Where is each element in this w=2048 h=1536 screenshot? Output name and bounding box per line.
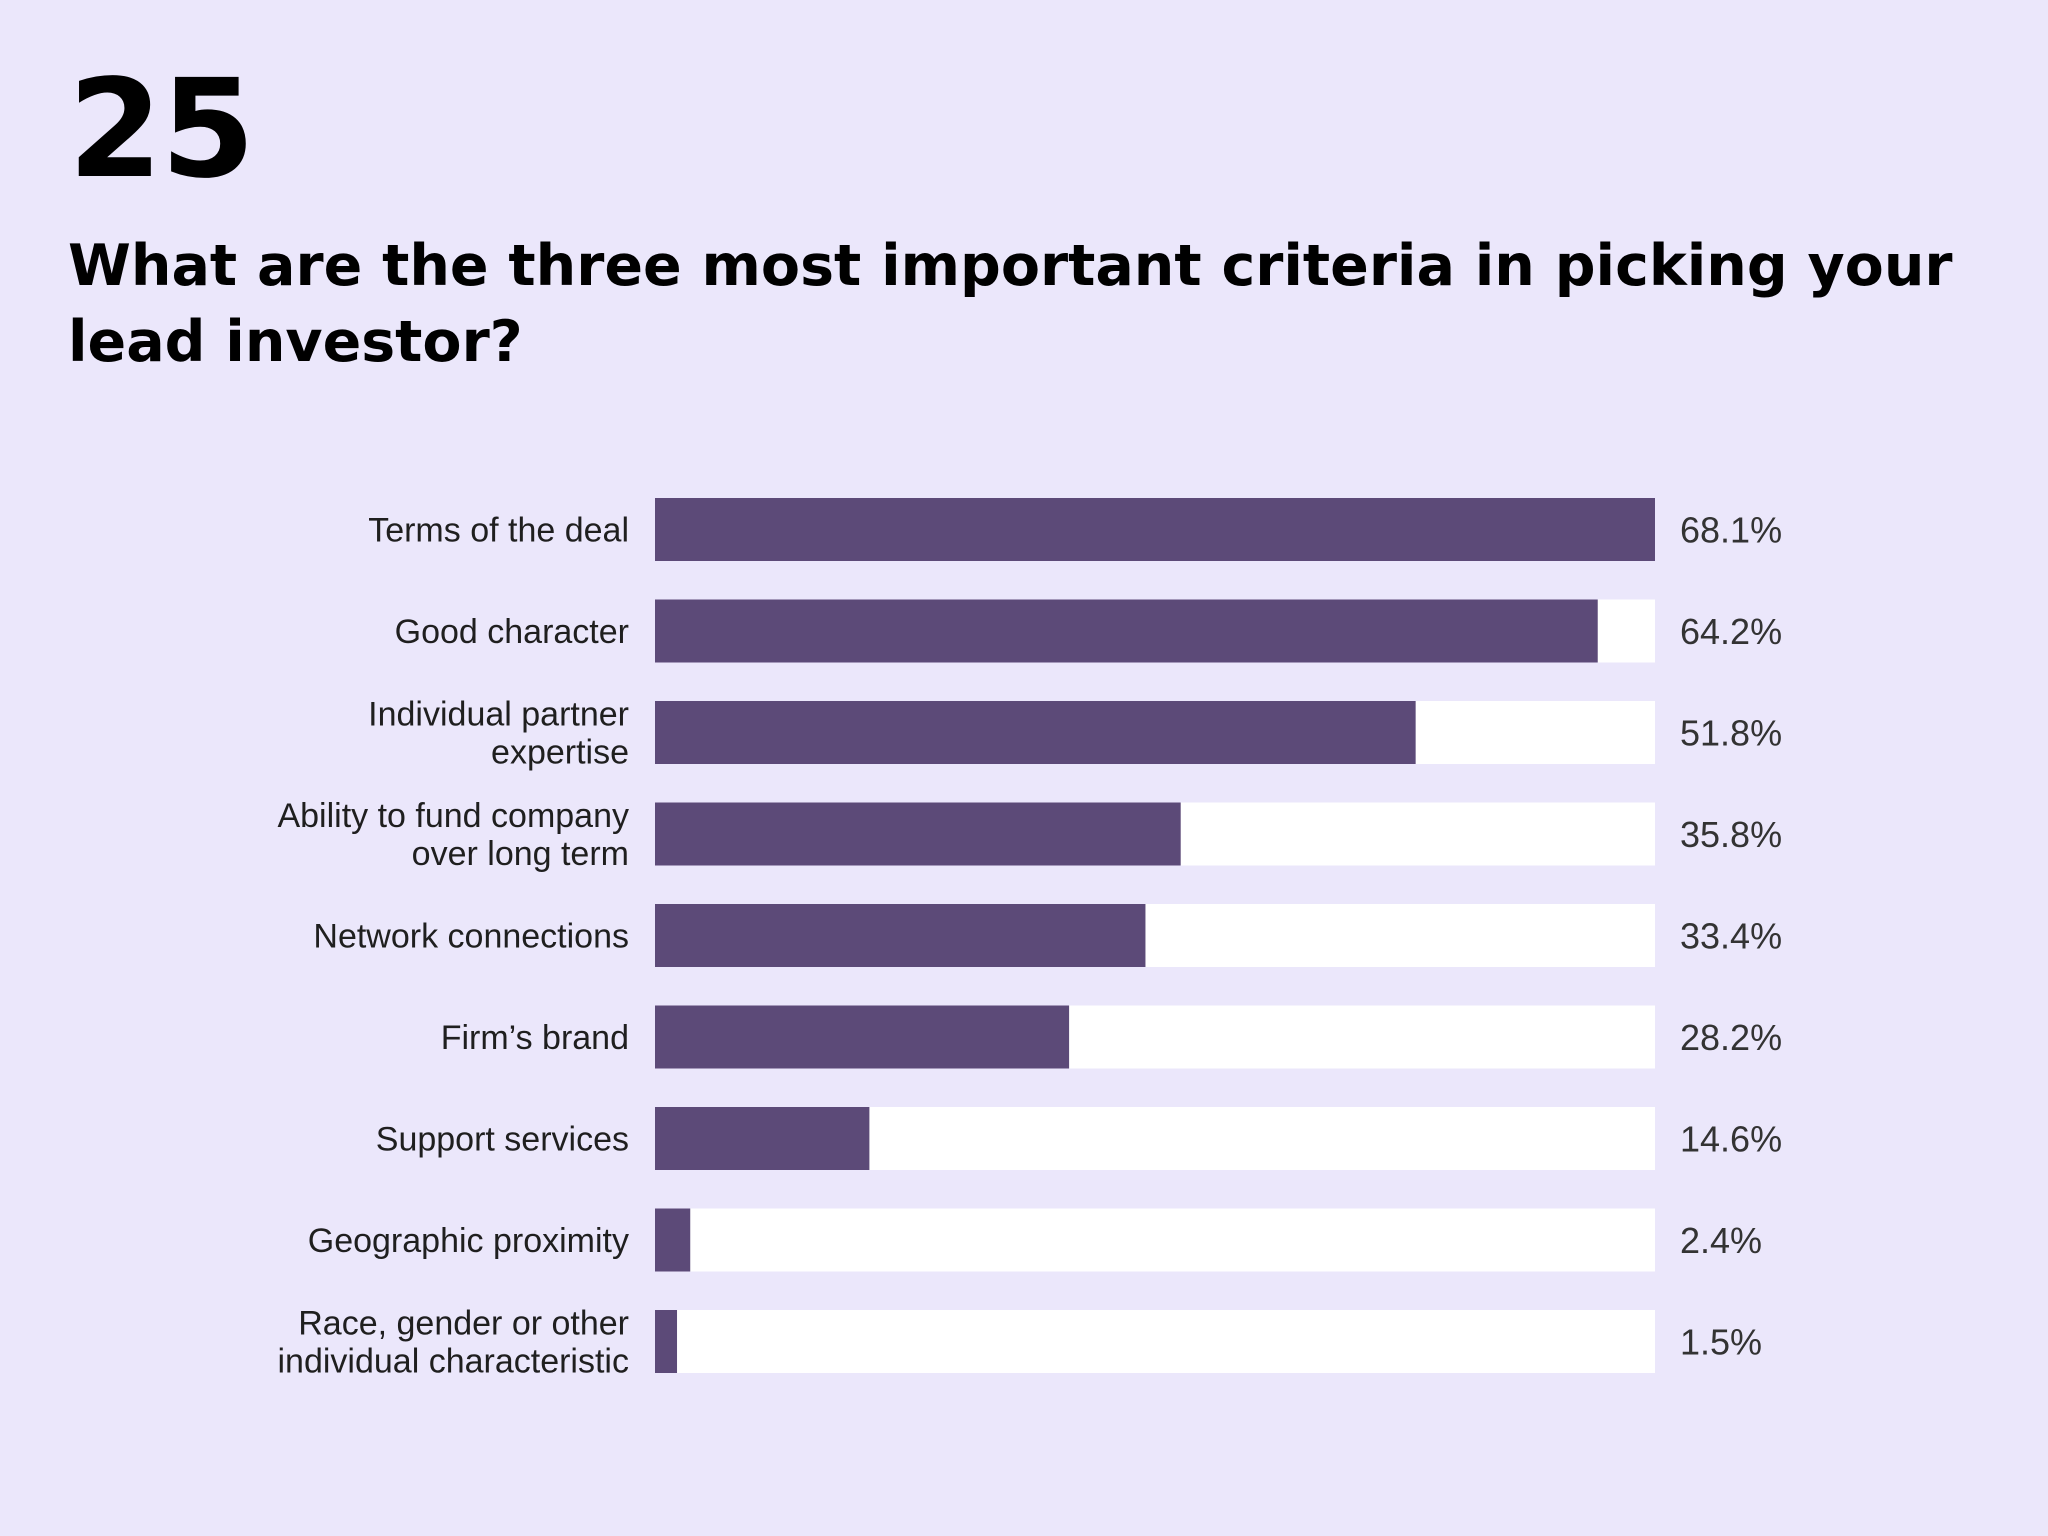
bar-track xyxy=(655,1310,1655,1373)
page-number: 25 xyxy=(68,51,255,209)
value-label: 28.2% xyxy=(1680,1017,1782,1058)
bar xyxy=(655,1107,870,1170)
category-label-line: Race, gender or other xyxy=(298,1305,629,1343)
value-label: 33.4% xyxy=(1680,916,1782,957)
category-label: Race, gender or other individual characte… xyxy=(278,1305,630,1381)
category-label: Ability to fund company over long term xyxy=(277,797,629,873)
category-label-line: Network connections xyxy=(313,918,629,956)
category-label-line: over long term xyxy=(412,835,629,873)
category-label-line: Firm’s brand xyxy=(441,1019,629,1057)
bar-row: Network connections 33.4% xyxy=(313,904,1782,967)
value-label: 64.2% xyxy=(1680,611,1782,652)
bar-row: Terms of the deal 68.1% xyxy=(368,498,1782,561)
category-label: Geographic proximity xyxy=(308,1222,629,1260)
category-label-line: Terms of the deal xyxy=(368,512,629,550)
bar xyxy=(655,904,1146,967)
category-label: Support services xyxy=(376,1121,629,1159)
category-label-line: Geographic proximity xyxy=(308,1222,629,1260)
category-label: Firm’s brand xyxy=(441,1019,629,1057)
bar-row: Good character 64.2% xyxy=(395,599,1782,663)
category-label: Network connections xyxy=(313,918,629,956)
category-label-line: individual characteristic xyxy=(278,1343,630,1381)
category-label: Good character xyxy=(395,613,629,651)
category-label-line: expertise xyxy=(491,734,629,772)
bar xyxy=(655,498,1655,561)
bar-row: Firm’s brand 28.2% xyxy=(441,1005,1782,1069)
bars-layer: Terms of the deal 68.1% Good character 64.2… xyxy=(277,498,1782,1381)
value-label: 2.4% xyxy=(1680,1220,1762,1261)
bar-row: Support services 14.6% xyxy=(376,1107,1782,1170)
category-label: Terms of the deal xyxy=(368,512,629,550)
question-title: What are the three most important criter… xyxy=(68,233,1953,375)
bar-row: Ability to fund company over long term 35.… xyxy=(277,797,1782,873)
bar xyxy=(655,1208,691,1272)
bar xyxy=(655,701,1416,764)
value-label: 35.8% xyxy=(1680,814,1782,855)
category-label-line: Support services xyxy=(376,1121,629,1159)
value-label: 1.5% xyxy=(1680,1322,1762,1363)
bar-row: Geographic proximity 2.4% xyxy=(308,1208,1762,1272)
category-label-line: Ability to fund company xyxy=(277,797,629,835)
value-label: 51.8% xyxy=(1680,713,1782,754)
category-label-line: Good character xyxy=(395,613,629,651)
bar xyxy=(655,1005,1070,1069)
bar-row: Race, gender or other individual characte… xyxy=(278,1305,1763,1381)
bar-track xyxy=(655,1208,1655,1272)
bar-row: Individual partner expertise 51.8% xyxy=(368,696,1782,772)
category-label-line: Individual partner xyxy=(368,696,629,734)
value-label: 68.1% xyxy=(1680,510,1782,551)
value-label: 14.6% xyxy=(1680,1119,1782,1160)
bar xyxy=(655,802,1181,866)
bar xyxy=(655,599,1598,663)
bar xyxy=(655,1310,678,1373)
category-label: Individual partner expertise xyxy=(368,696,629,772)
